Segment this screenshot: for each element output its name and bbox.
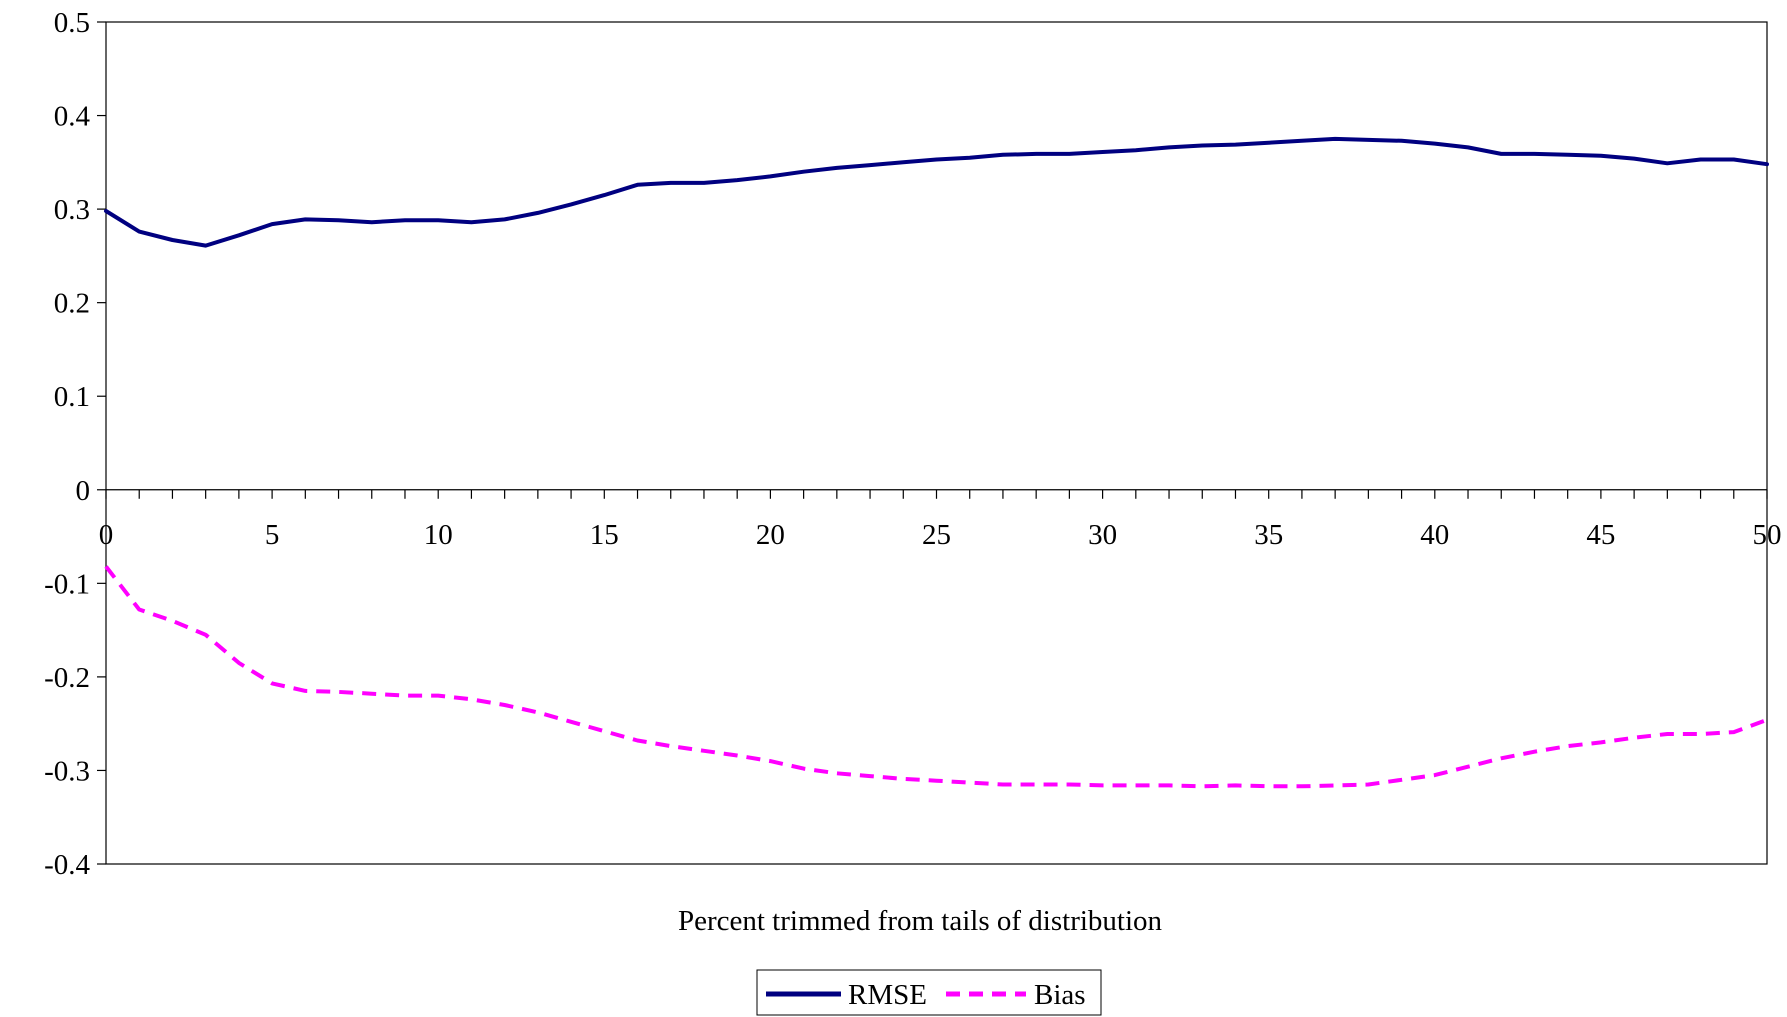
y-tick-label: -0.3 xyxy=(44,755,90,787)
legend-rmse-label: RMSE xyxy=(848,979,927,1011)
plot-area xyxy=(105,21,1768,865)
x-tick-label: 0 xyxy=(99,519,114,551)
x-tick-label: 20 xyxy=(756,519,785,551)
x-tick-label: 10 xyxy=(424,519,453,551)
y-tick-label: 0 xyxy=(76,475,91,507)
y-tick-label: -0.4 xyxy=(44,849,90,881)
x-tick-label: 30 xyxy=(1088,519,1117,551)
series-line-bias xyxy=(104,565,1768,789)
plot-border xyxy=(105,21,1768,865)
x-tick-label: 25 xyxy=(922,519,951,551)
y-tick-label: -0.2 xyxy=(44,662,90,694)
x-tick-label: 40 xyxy=(1420,519,1449,551)
y-tick-label: 0.5 xyxy=(54,7,90,39)
x-axis: 0 5 10 15 20 25 30 35 40 45 50 xyxy=(99,489,1782,551)
x-tick-label: 45 xyxy=(1586,519,1615,551)
x-tick-label: 5 xyxy=(265,519,280,551)
x-tick-label: 50 xyxy=(1753,519,1782,551)
y-tick-label: 0.2 xyxy=(54,288,90,320)
x-axis-label: Percent trimmed from tails of distributi… xyxy=(678,905,1163,937)
y-tick-label: -0.1 xyxy=(44,568,90,600)
legend-bias-label: Bias xyxy=(1034,979,1086,1011)
y-tick-label: 0.3 xyxy=(54,194,90,226)
legend: RMSE Bias xyxy=(756,969,1102,1016)
y-tick-label: 0.1 xyxy=(54,381,90,413)
series-layer xyxy=(104,136,1769,789)
x-tick-label: 35 xyxy=(1254,519,1283,551)
series-line-rmse xyxy=(104,136,1769,248)
y-tick-label: 0.4 xyxy=(54,101,91,133)
y-axis: 0.5 0.4 0.3 0.2 0.1 0 -0.1 -0.2 -0.3 -0.4 xyxy=(44,7,106,881)
x-tick-label: 15 xyxy=(590,519,619,551)
